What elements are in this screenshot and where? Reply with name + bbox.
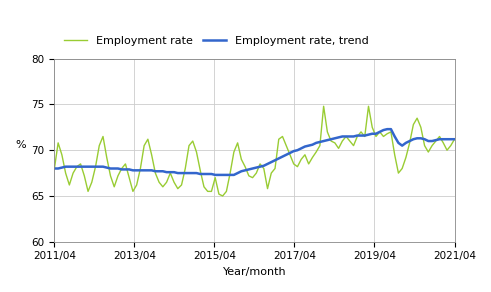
Employment rate, trend (384, 127, 390, 131)
Employment rate, trend (403, 141, 409, 145)
Employment rate (403, 156, 409, 159)
Employment rate (377, 130, 382, 134)
Employment rate (321, 105, 327, 108)
Line: Employment rate: Employment rate (55, 106, 455, 196)
Employment rate (93, 165, 99, 168)
Employment rate, trend (452, 138, 458, 141)
Employment rate, trend (410, 138, 416, 141)
Employment rate, trend (212, 173, 218, 177)
Employment rate (115, 174, 121, 178)
Employment rate, trend (52, 167, 57, 170)
X-axis label: Year/month: Year/month (222, 267, 286, 277)
Employment rate, trend (242, 168, 248, 172)
Employment rate, trend (93, 165, 99, 168)
Y-axis label: %: % (15, 140, 26, 150)
Legend: Employment rate, Employment rate, trend: Employment rate, Employment rate, trend (60, 31, 373, 50)
Employment rate (410, 123, 416, 126)
Employment rate, trend (115, 167, 121, 170)
Employment rate, trend (373, 132, 379, 135)
Employment rate (452, 138, 458, 141)
Employment rate (242, 165, 248, 168)
Employment rate (52, 167, 57, 170)
Line: Employment rate, trend: Employment rate, trend (55, 129, 455, 175)
Employment rate (219, 194, 225, 198)
